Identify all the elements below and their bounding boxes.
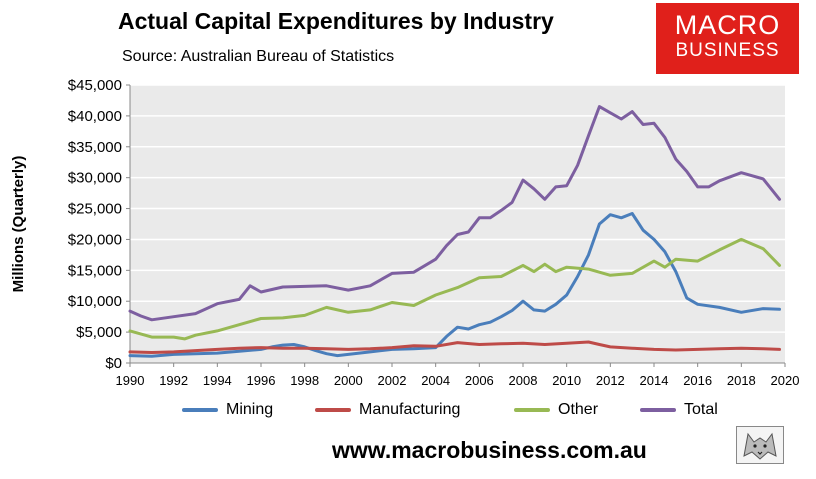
x-tick-label: 2004 xyxy=(421,373,450,388)
logo-line-1: MACRO xyxy=(674,10,781,40)
y-tick-label: $25,000 xyxy=(68,201,122,218)
y-tick-label: $20,000 xyxy=(68,231,122,248)
x-tick-label: 2000 xyxy=(334,373,363,388)
x-tick-label: 2014 xyxy=(640,373,669,388)
x-tick-label: 1996 xyxy=(247,373,276,388)
legend-label-total: Total xyxy=(684,401,718,418)
legend-label-other: Other xyxy=(558,401,599,418)
x-tick-label: 2012 xyxy=(596,373,625,388)
x-tick-label: 2018 xyxy=(727,373,756,388)
legend-item-other: Other xyxy=(514,400,598,420)
series-line-total xyxy=(128,105,781,322)
y-tick-label: $5,000 xyxy=(76,324,122,341)
x-tick-label: 1998 xyxy=(290,373,319,388)
legend-item-total: Total xyxy=(640,400,718,420)
y-tick-label: $35,000 xyxy=(68,139,122,156)
legend-label-manufacturing: Manufacturing xyxy=(359,401,461,418)
y-tick-label: $15,000 xyxy=(68,262,122,279)
y-tick-label: $30,000 xyxy=(68,170,122,187)
other-swatch xyxy=(514,408,550,412)
macrobusiness-logo: MACRO BUSINESS xyxy=(656,3,799,74)
legend-item-manufacturing: Manufacturing xyxy=(315,400,460,420)
mining-swatch xyxy=(182,408,218,412)
x-tick-labels: 1990 1992 1994 1996 1998 2000 2002 2004 2006 2008… xyxy=(116,373,800,388)
series-line-mining xyxy=(128,212,781,358)
x-tick-label: 2002 xyxy=(378,373,407,388)
y-tick-labels: $0 $5,000 $10,000 $15,000 $20,000 $25,000 $30,… xyxy=(68,77,122,372)
series-lines xyxy=(128,105,781,358)
y-tick-label: $45,000 xyxy=(68,77,122,94)
footer-url: www.macrobusiness.com.au xyxy=(332,437,647,463)
series-line-other xyxy=(128,237,781,341)
x-tick-label: 2006 xyxy=(465,373,494,388)
x-tick-label: 2010 xyxy=(552,373,581,388)
wolf-icon xyxy=(736,426,784,464)
x-tick-label: 1992 xyxy=(159,373,188,388)
manufacturing-swatch xyxy=(315,408,351,412)
legend-item-mining: Mining xyxy=(182,400,273,420)
chart-subtitle: Source: Australian Bureau of Statistics xyxy=(122,48,395,65)
x-tick-label: 2008 xyxy=(509,373,538,388)
total-swatch xyxy=(640,408,676,412)
x-tick-label: 1990 xyxy=(116,373,145,388)
x-tick-label: 2020 xyxy=(771,373,800,388)
axes xyxy=(126,84,786,367)
y-axis-label: Millions (Quarterly) xyxy=(10,156,27,293)
y-tick-label: $10,000 xyxy=(68,293,122,310)
legend-label-mining: Mining xyxy=(226,401,274,418)
y-tick-label: $40,000 xyxy=(68,108,122,125)
x-tick-label: 2016 xyxy=(683,373,712,388)
logo-line-2: BUSINESS xyxy=(675,40,780,61)
plot-area xyxy=(130,85,785,363)
series-line-manufacturing xyxy=(128,340,781,354)
y-tick-label: $0 xyxy=(105,355,122,372)
x-tick-label: 1994 xyxy=(203,373,232,388)
chart-title: Actual Capital Expenditures by Industry xyxy=(118,8,554,34)
